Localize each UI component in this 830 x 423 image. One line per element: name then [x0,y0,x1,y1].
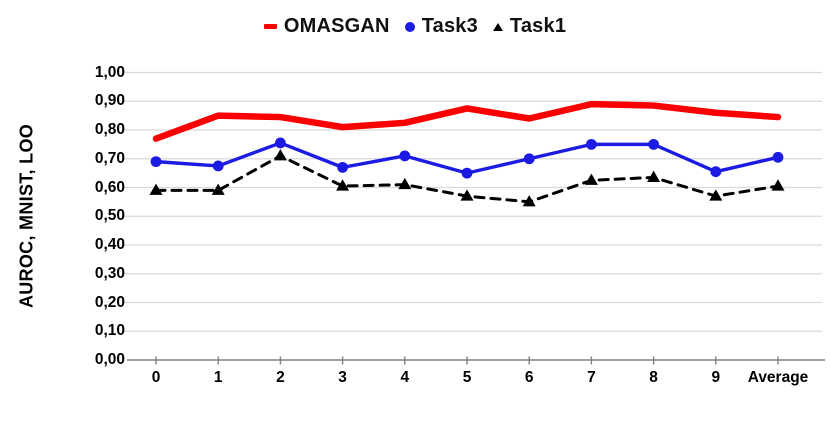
task1-point [336,179,350,191]
task1-point [273,149,287,161]
dash-icon [263,24,277,29]
task1-point [771,179,785,191]
x-tick-label: 8 [649,369,658,386]
task3-point [275,137,286,149]
y-tick-label: 0,50 [94,207,125,225]
task1-point [398,177,412,190]
legend-item-omasgan: OMASGAN [263,15,390,38]
x-tick-label: 9 [711,369,721,386]
task3-point [461,167,473,179]
task3-point [150,156,162,168]
task1-point [522,195,536,207]
x-tick-label: Average [747,369,809,386]
task3-point [648,138,659,150]
y-tick-label: 0,70 [94,149,125,167]
task1-point [149,183,163,195]
task3-point [586,138,597,150]
task1-point [211,183,225,195]
task3-point [399,150,411,162]
task1-point [647,170,661,182]
legend-item-task1: Task1 [492,15,567,38]
x-tick-label: 0 [151,369,161,386]
x-tick-label: 2 [276,369,285,386]
task3-point [710,166,722,178]
legend-item-task3: Task3 [404,15,478,38]
y-tick-label: 0,00 [94,351,125,368]
x-tick-label: 1 [213,369,223,386]
legend-label-omasgan: OMASGAN [283,15,390,37]
legend: OMASGAN Task3 Task1 [0,15,830,38]
task1-point [709,189,723,201]
y-tick-label: 0,10 [94,322,125,340]
omasgan-line [152,100,782,142]
x-tick-label: 7 [587,369,596,386]
y-tick-label: 0,60 [94,178,125,196]
y-tick-label: 0,30 [94,264,125,282]
x-tick-label: 6 [524,369,534,386]
y-tick-label: 1,00 [94,63,125,81]
x-tick-label: 4 [400,369,410,386]
y-tick-label: 0,40 [94,236,125,253]
task3-point [337,161,348,173]
y-tick-label: 0,90 [94,92,125,110]
task3-point [523,153,535,165]
task1-point [584,173,598,185]
y-tick-label: 0,80 [94,121,125,138]
x-tick-label: 5 [462,369,472,386]
x-tick-label: 3 [338,369,347,386]
triangle-icon [492,22,503,31]
y-tick-label: 0,20 [94,293,125,311]
legend-label-task1: Task1 [509,15,567,37]
legend-label-task3: Task3 [421,15,478,37]
task3-point [772,151,784,163]
circle-icon [404,21,415,32]
task1-point [460,189,474,201]
task3-point [212,160,224,172]
